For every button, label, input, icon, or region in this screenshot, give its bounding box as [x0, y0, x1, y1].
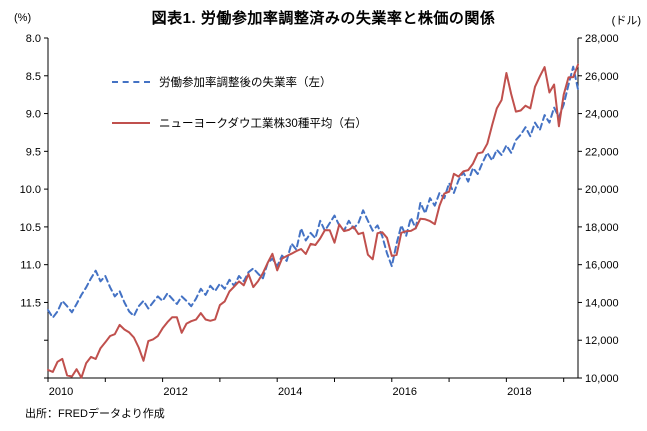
svg-text:20,000: 20,000: [585, 184, 619, 196]
svg-text:2012: 2012: [163, 386, 187, 398]
svg-text:9.0: 9.0: [26, 109, 41, 121]
svg-text:2010: 2010: [49, 386, 73, 398]
legend-item-dow: ニューヨークダウ工業株30種平均（右）: [112, 115, 367, 131]
svg-text:8.0: 8.0: [26, 33, 41, 45]
svg-text:10,000: 10,000: [585, 373, 619, 385]
dashed-line-swatch: [112, 81, 150, 83]
svg-text:11.5: 11.5: [20, 297, 41, 309]
svg-text:14,000: 14,000: [585, 297, 619, 309]
svg-text:10.0: 10.0: [20, 184, 41, 196]
legend-item-unemployment: 労働参加率調整後の失業率（左）: [112, 74, 367, 90]
svg-text:9.5: 9.5: [26, 146, 41, 158]
svg-text:18,000: 18,000: [585, 222, 619, 234]
right-axis-unit-label: (ドル): [611, 15, 641, 27]
svg-text:10.5: 10.5: [20, 222, 41, 234]
svg-text:26,000: 26,000: [585, 71, 619, 83]
svg-text:28,000: 28,000: [585, 33, 619, 45]
svg-text:22,000: 22,000: [585, 146, 619, 158]
svg-text:11.0: 11.0: [20, 260, 41, 272]
chart-title: 図表1. 労働参加率調整済みの失業率と株価の関係: [151, 10, 496, 27]
legend-label-unemployment: 労働参加率調整後の失業率（左）: [159, 77, 332, 89]
legend-label-dow: ニューヨークダウ工業株30種平均（右）: [159, 118, 367, 130]
svg-text:8.5: 8.5: [26, 71, 41, 83]
left-axis-unit-label: (%): [14, 12, 32, 24]
svg-text:12,000: 12,000: [585, 335, 619, 347]
svg-text:2014: 2014: [278, 386, 302, 398]
svg-text:24,000: 24,000: [585, 109, 619, 121]
solid-line-swatch: [112, 122, 150, 124]
legend: 労働参加率調整後の失業率（左） ニューヨークダウ工業株30種平均（右）: [112, 74, 367, 131]
svg-text:2016: 2016: [393, 386, 417, 398]
svg-text:16,000: 16,000: [585, 260, 619, 272]
source-note: 出所：FREDデータより作成: [25, 408, 165, 420]
svg-text:2018: 2018: [507, 386, 531, 398]
